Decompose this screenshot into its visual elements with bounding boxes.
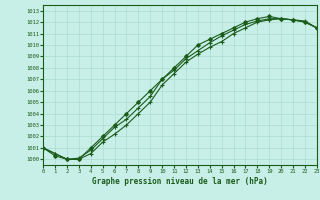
X-axis label: Graphe pression niveau de la mer (hPa): Graphe pression niveau de la mer (hPa) — [92, 177, 268, 186]
